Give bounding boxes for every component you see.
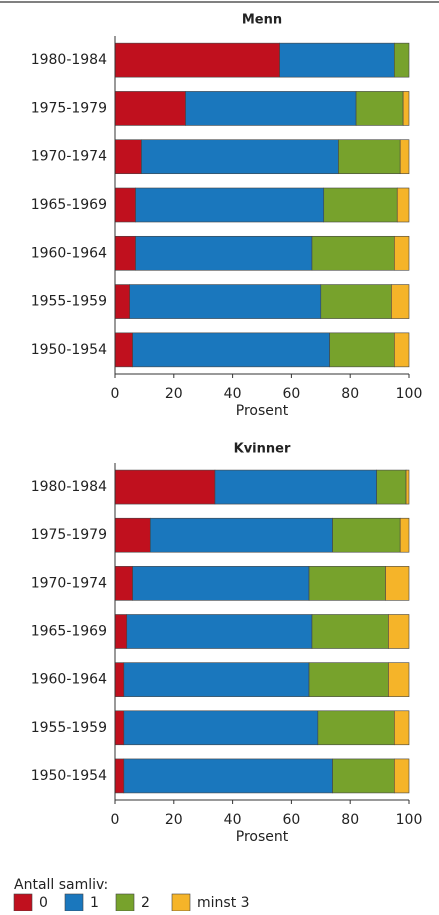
x-tick-label: 40	[224, 386, 242, 402]
x-axis-label: Prosent	[236, 829, 289, 845]
bar-segment	[279, 42, 395, 78]
bar-segment	[114, 662, 125, 697]
bar-segment	[114, 758, 125, 794]
bar-segment	[114, 139, 142, 175]
bar-segment	[388, 662, 410, 697]
legend-label: 0	[39, 895, 48, 911]
chart-title: Menn	[242, 13, 282, 28]
bar-segment	[391, 284, 410, 319]
y-tick-label: 1975-1979	[31, 100, 107, 116]
bar-segment	[114, 332, 133, 368]
y-tick-label: 1955-1959	[31, 720, 107, 736]
bar-segment	[129, 284, 322, 319]
bar-segment	[385, 566, 410, 601]
bar-segment	[141, 139, 339, 175]
legend-swatch	[64, 893, 84, 912]
bar-segment	[114, 710, 125, 746]
chart-title: Kvinner	[234, 442, 291, 457]
bar-segment	[123, 758, 333, 794]
bar-segment	[114, 235, 136, 271]
bar-segment	[114, 517, 151, 553]
x-tick-label: 60	[282, 812, 300, 828]
bar-segment	[317, 710, 395, 746]
y-tick-label: 1970-1974	[31, 149, 107, 165]
y-tick-label: 1960-1964	[31, 672, 107, 688]
bar-segment	[185, 91, 357, 126]
y-tick-label: 1965-1969	[31, 197, 107, 213]
x-tick-label: 0	[111, 812, 120, 828]
bar-segment	[405, 469, 410, 505]
y-tick-label: 1980-1984	[31, 52, 107, 68]
legend-swatch	[115, 893, 135, 912]
y-tick-label: 1965-1969	[31, 624, 107, 640]
y-tick-label: 1960-1964	[31, 245, 107, 261]
bar-segment	[126, 614, 313, 649]
bar-segment	[355, 91, 404, 126]
x-tick-label: 0	[111, 386, 120, 402]
bar-segment	[123, 710, 319, 746]
bar-segment	[332, 517, 401, 553]
legend-label: 2	[141, 895, 150, 911]
legend-swatch	[171, 893, 191, 912]
y-tick-label: 1950-1954	[31, 768, 107, 784]
bar-segment	[114, 566, 133, 601]
x-tick-label: 40	[224, 812, 242, 828]
x-tick-label: 80	[341, 812, 359, 828]
bar-segment	[402, 91, 410, 126]
bar-segment	[135, 235, 313, 271]
y-tick-label: 1955-1959	[31, 294, 107, 310]
bar-segment	[308, 662, 389, 697]
y-tick-label: 1975-1979	[31, 527, 107, 543]
bar-segment	[149, 517, 333, 553]
bar-segment	[311, 614, 389, 649]
x-tick-label: 20	[165, 386, 183, 402]
bar-segment	[114, 187, 136, 223]
x-tick-label: 60	[282, 386, 300, 402]
bar-segment	[114, 469, 216, 505]
legend-swatch	[13, 893, 33, 912]
bar-segment	[114, 91, 186, 126]
bar-segment	[396, 187, 410, 223]
x-axis-label: Prosent	[236, 403, 289, 419]
bar-segment	[329, 332, 395, 368]
bar-segment	[376, 469, 407, 505]
x-tick-label: 100	[396, 812, 423, 828]
x-tick-label: 80	[341, 386, 359, 402]
bar-segment	[114, 42, 280, 78]
bar-segment	[311, 235, 395, 271]
bar-segment	[320, 284, 392, 319]
bar-segment	[399, 517, 410, 553]
bar-segment	[114, 614, 128, 649]
y-tick-label: 1980-1984	[31, 479, 107, 495]
x-tick-label: 20	[165, 812, 183, 828]
bar-segment	[132, 332, 330, 368]
bar-segment	[399, 139, 410, 175]
legend-title: Antall samliv:	[14, 877, 108, 893]
bar-segment	[123, 662, 310, 697]
bar-segment	[332, 758, 395, 794]
x-tick-label: 100	[396, 386, 423, 402]
bar-segment	[323, 187, 398, 223]
legend-label: 1	[90, 895, 99, 911]
bar-segment	[393, 710, 410, 746]
y-tick-label: 1950-1954	[31, 342, 107, 358]
bar-segment	[393, 332, 410, 368]
bar-segment	[135, 187, 325, 223]
bar-segment	[393, 42, 410, 78]
bar-segment	[114, 284, 130, 319]
bar-segment	[393, 758, 410, 794]
bar-segment	[388, 614, 410, 649]
bar-segment	[308, 566, 386, 601]
legend-label: minst 3	[197, 895, 250, 911]
bar-segment	[393, 235, 410, 271]
bar-segment	[132, 566, 310, 601]
bar-segment	[338, 139, 401, 175]
y-tick-label: 1970-1974	[31, 575, 107, 591]
bar-segment	[214, 469, 377, 505]
